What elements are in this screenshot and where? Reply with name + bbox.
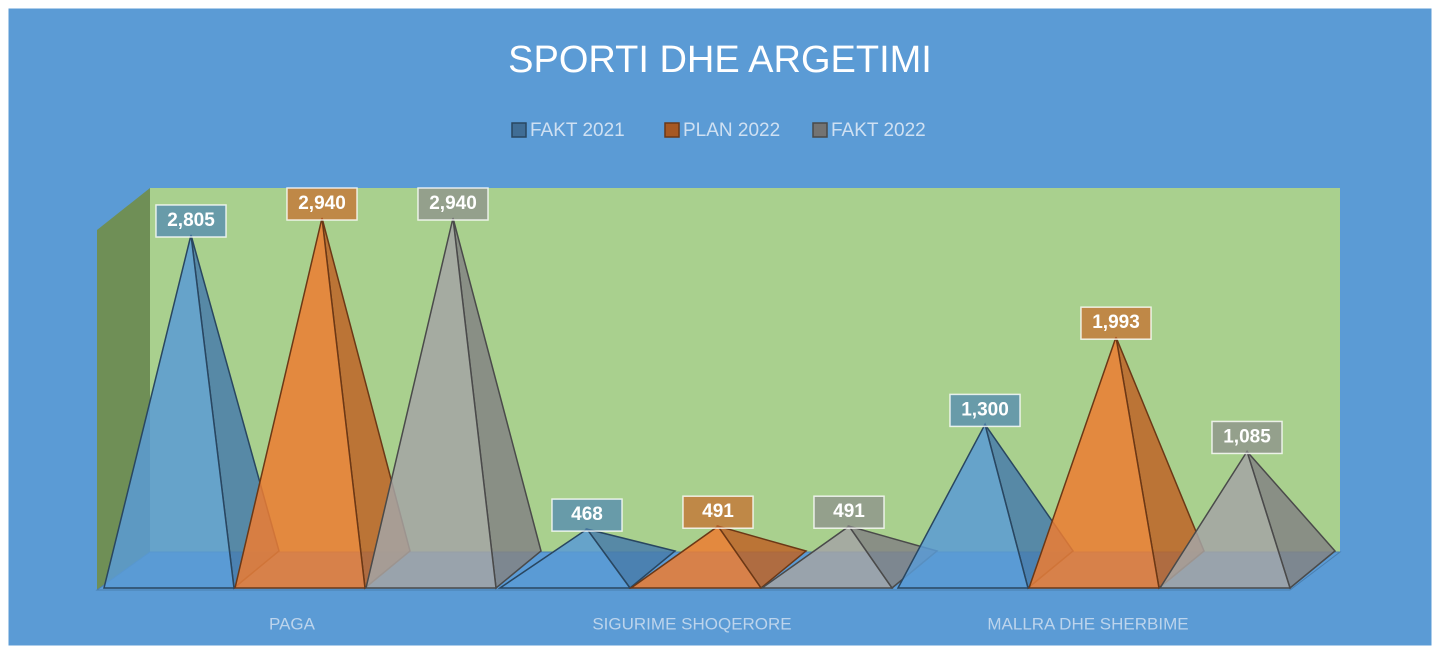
- data-label: 1,300: [961, 399, 1009, 420]
- data-label: 2,940: [429, 193, 477, 214]
- pyramid: [628, 525, 763, 589]
- pyramid: [896, 422, 1029, 589]
- data-label-box: [1211, 420, 1283, 455]
- x-tick-label: SIGURIME SHOQERORE: [592, 614, 791, 633]
- legend: FAKT 2021 PLAN 2022 FAKT 2022: [511, 120, 926, 141]
- plot: PAGA SIGURIME SHOQERORE MALLRA DHE SHERBIM…: [103, 187, 1337, 633]
- data-label-box: [417, 187, 489, 221]
- pyramid: [103, 234, 235, 589]
- data-label-box: [155, 204, 227, 238]
- pyramid: [1158, 449, 1292, 589]
- data-label-box: [813, 495, 885, 529]
- pyramid: [759, 525, 894, 589]
- data-label: 491: [702, 501, 734, 522]
- data-label: 468: [571, 504, 603, 525]
- legend-swatch: [511, 122, 527, 138]
- pyramid: [497, 528, 632, 589]
- x-tick-label: MALLRA DHE SHERBIME: [987, 614, 1188, 633]
- data-label: 2,805: [167, 210, 215, 231]
- legend-swatch: [812, 122, 828, 138]
- legend-label: FAKT 2022: [831, 120, 926, 141]
- pyramid: [234, 217, 366, 589]
- legend-label: FAKT 2021: [530, 120, 625, 141]
- data-label-box: [682, 495, 754, 529]
- data-label-box: [551, 498, 623, 532]
- x-tick-label: PAGA: [269, 614, 316, 633]
- legend-label: PLAN 2022: [683, 120, 780, 141]
- chart-title: SPORTI DHE ARGETIMI: [508, 39, 932, 81]
- data-label-box: [1080, 306, 1152, 340]
- data-label: 2,940: [298, 193, 346, 214]
- pyramid: [365, 217, 497, 589]
- data-label-box: [949, 393, 1021, 428]
- data-label: 491: [833, 501, 865, 522]
- legend-swatch: [664, 122, 680, 138]
- data-label-box: [286, 187, 358, 221]
- pyramid: [1027, 336, 1160, 589]
- data-label: 1,085: [1223, 426, 1271, 447]
- data-label: 1,993: [1092, 312, 1140, 333]
